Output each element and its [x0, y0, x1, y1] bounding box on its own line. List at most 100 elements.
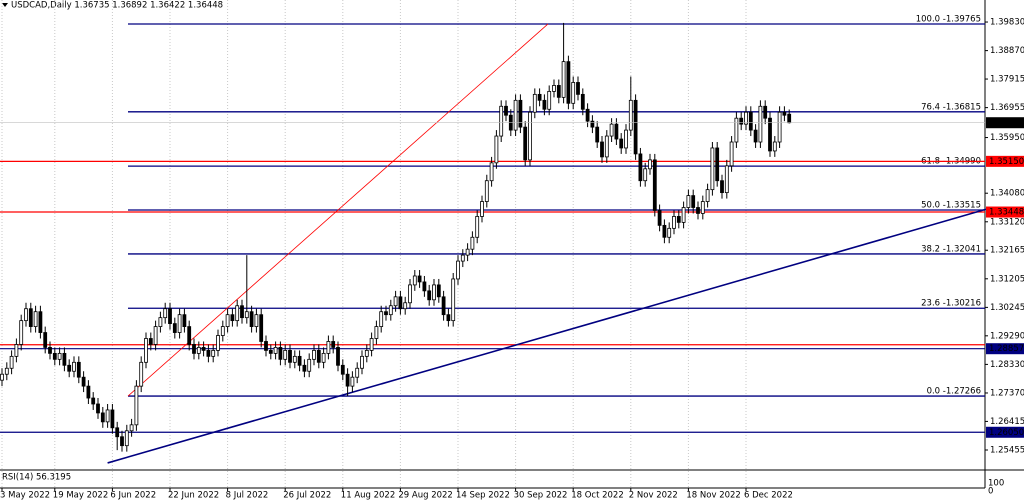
candle-body	[686, 195, 691, 208]
candle-body	[412, 275, 417, 286]
candle-body	[321, 352, 326, 363]
price-tag-label: 1.28857	[989, 344, 1024, 354]
candle-body	[556, 85, 561, 98]
candle-body	[384, 311, 388, 316]
y-tick-label: 1.28330	[990, 360, 1024, 370]
candle-body	[624, 129, 628, 149]
candle-body	[604, 135, 609, 158]
y-tick-label: 1.39830	[990, 18, 1024, 28]
candle-body	[403, 302, 408, 310]
candle-body	[662, 224, 667, 238]
price-tag-label: 1.35150	[989, 157, 1024, 167]
candle-body	[100, 412, 105, 423]
candle-body	[657, 210, 662, 226]
candle-body	[264, 341, 268, 351]
candle-body	[772, 141, 777, 152]
candle-body	[307, 358, 312, 372]
candle-body	[432, 284, 436, 301]
y-tick-label: 1.30245	[990, 303, 1024, 313]
candle-body	[446, 314, 451, 322]
price-tag	[986, 155, 1024, 167]
current-price-tag	[986, 117, 1024, 129]
indicator-tick: 100	[988, 479, 1004, 489]
candle-body	[619, 138, 624, 149]
x-tick-label: 6 Jun 2022	[110, 491, 156, 500]
candle-body	[561, 61, 566, 98]
candle-body	[585, 108, 590, 122]
candle-body	[67, 364, 72, 372]
candle-body	[158, 317, 163, 327]
candle-body	[753, 129, 758, 143]
candle-body	[249, 311, 254, 327]
candle-body	[268, 350, 273, 354]
candle-body	[96, 403, 100, 414]
y-tick-label: 1.26415	[990, 417, 1024, 427]
candle-body	[139, 361, 144, 387]
candle-body	[235, 305, 240, 322]
candle-body	[28, 308, 33, 327]
indicator-label: RSI(14) 56.3195	[2, 473, 71, 483]
fib-label: 23.6 -1.30216	[921, 299, 981, 309]
candle-body	[537, 93, 542, 101]
candle-body	[4, 367, 9, 375]
candle-body	[441, 296, 446, 316]
candle-body	[436, 284, 441, 298]
candle-body	[590, 120, 595, 128]
candle-body	[705, 189, 710, 202]
x-tick-label: 18 Oct 2022	[571, 491, 624, 500]
candle-body	[528, 111, 532, 161]
y-tick-label: 1.36955	[990, 103, 1024, 113]
candle-body	[777, 111, 782, 143]
candle-body	[273, 347, 278, 354]
candle-body	[225, 314, 230, 327]
candle-body	[72, 361, 76, 372]
candle-body	[768, 117, 772, 152]
candle-body	[230, 314, 235, 322]
candle-body	[504, 105, 508, 116]
y-tick-label: 1.25455	[990, 445, 1024, 455]
candle-body	[672, 216, 676, 229]
candle-body	[729, 141, 734, 167]
x-tick-label: 3 May 2022	[0, 491, 50, 500]
candle-body	[19, 320, 24, 345]
candle-body	[355, 367, 360, 378]
candle-body	[360, 355, 364, 369]
candle-body	[76, 361, 81, 378]
candle-body	[638, 153, 643, 182]
candle-body	[691, 195, 696, 208]
candle-body	[609, 123, 614, 137]
x-tick-label: 22 Jun 2022	[168, 491, 219, 500]
candle-body	[580, 93, 585, 110]
candle-body	[393, 296, 398, 307]
candle-body	[576, 82, 580, 95]
candle-body	[652, 159, 657, 211]
candle-body	[326, 341, 331, 354]
candle-body	[206, 350, 211, 357]
candle-body	[451, 278, 456, 322]
candle-body	[724, 165, 729, 194]
x-tick-label: 18 Nov 2022	[686, 491, 740, 500]
candle-body	[153, 326, 158, 345]
price-tag	[986, 206, 1024, 218]
price-tag-label: 1.26050	[989, 428, 1024, 438]
candle-body	[710, 147, 715, 191]
candle-body	[297, 355, 302, 366]
candle-body	[648, 159, 652, 170]
candle-body	[340, 364, 345, 375]
menu-arrow[interactable]	[2, 3, 8, 7]
candle-body	[316, 350, 321, 363]
candle-body	[787, 113, 792, 124]
price-tag	[986, 343, 1024, 355]
candle-body	[782, 111, 787, 116]
candle-body	[331, 341, 336, 348]
y-tick-label: 1.27370	[990, 388, 1024, 398]
candle-body	[168, 308, 172, 325]
candle-body	[134, 385, 139, 426]
candle-body	[744, 111, 748, 125]
y-tick-label: 1.38870	[990, 46, 1024, 56]
candle-body	[312, 350, 316, 360]
y-tick-label: 1.34080	[990, 189, 1024, 199]
candle-body	[48, 347, 52, 354]
candle-body	[739, 117, 744, 125]
